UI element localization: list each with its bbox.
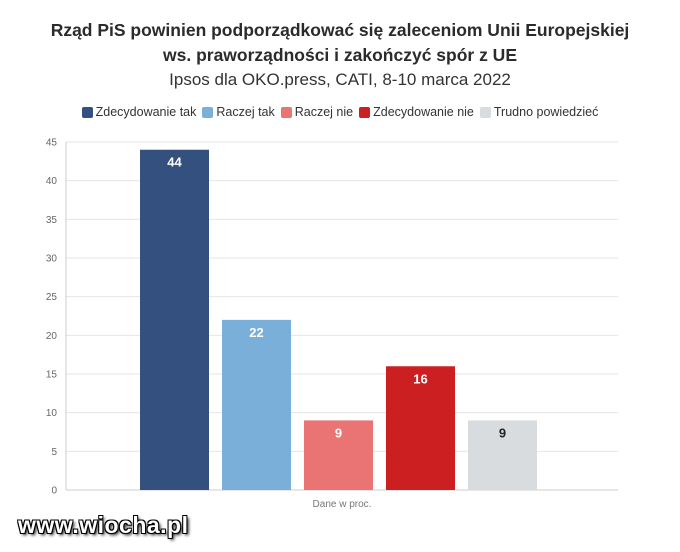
y-tick-label: 30 xyxy=(46,254,58,265)
legend-item[interactable]: Raczej nie xyxy=(280,105,354,119)
bar xyxy=(304,420,373,490)
legend-item[interactable]: Raczej tak xyxy=(202,105,275,119)
bar xyxy=(222,319,291,490)
y-tick-label: 35 xyxy=(46,215,58,226)
legend-swatch xyxy=(81,106,93,118)
legend-label: Raczej nie xyxy=(294,105,354,119)
y-tick-label: 5 xyxy=(51,447,57,458)
y-tick-label: 0 xyxy=(51,486,57,497)
y-tick-label: 20 xyxy=(46,331,58,342)
legend-label: Zdecydowanie tak xyxy=(95,105,197,119)
legend-swatch xyxy=(202,106,214,118)
x-axis-label: Dane w proc. xyxy=(313,499,372,510)
legend-label: Raczej tak xyxy=(216,105,275,119)
y-tick-label: 15 xyxy=(46,370,58,381)
bar xyxy=(468,420,537,490)
y-tick-label: 45 xyxy=(46,138,58,149)
bar xyxy=(140,149,209,490)
bar-data-label: 9 xyxy=(335,425,342,440)
chart-subtitle: Ipsos dla OKO.press, CATI, 8-10 marca 20… xyxy=(169,70,511,89)
bar-data-label: 22 xyxy=(249,325,263,340)
legend-swatch xyxy=(280,106,292,118)
legend-label: Trudno powiedzieć xyxy=(493,105,599,119)
bar xyxy=(386,366,455,490)
y-tick-label: 40 xyxy=(46,176,58,187)
y-tick-label: 25 xyxy=(46,292,58,303)
chart-title-line-1: Rząd PiS powinien podporządkować się zal… xyxy=(50,20,630,40)
chart-title-line-2: ws. praworządności i zakończyć spór z UE xyxy=(163,45,517,65)
bar-data-label: 16 xyxy=(413,371,427,386)
legend: Zdecydowanie tak Raczej tak Raczej nie Zdec… xyxy=(0,105,680,119)
bar-data-label: 9 xyxy=(499,425,506,440)
legend-swatch xyxy=(479,106,491,118)
y-tick-label: 10 xyxy=(46,408,58,419)
legend-swatch xyxy=(359,106,371,118)
bar-data-label: 44 xyxy=(167,155,182,170)
legend-item[interactable]: Trudno powiedzieć xyxy=(479,105,599,119)
legend-label: Zdecydowanie nie xyxy=(373,105,474,119)
legend-item[interactable]: Zdecydowanie nie xyxy=(359,105,474,119)
legend-item[interactable]: Zdecydowanie tak xyxy=(81,105,197,119)
watermark-logo: www.wiocha.pl xyxy=(18,512,189,538)
